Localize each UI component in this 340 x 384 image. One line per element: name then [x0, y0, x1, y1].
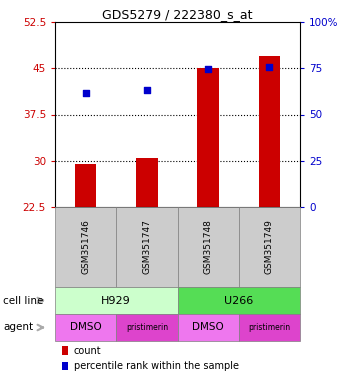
Text: count: count — [73, 346, 101, 356]
Text: DMSO: DMSO — [192, 323, 224, 333]
Text: percentile rank within the sample: percentile rank within the sample — [73, 361, 239, 371]
Text: GSM351749: GSM351749 — [265, 220, 274, 275]
Text: cell line: cell line — [3, 296, 44, 306]
Text: GSM351748: GSM351748 — [204, 220, 212, 275]
Title: GDS5279 / 222380_s_at: GDS5279 / 222380_s_at — [102, 8, 253, 21]
Point — [144, 87, 150, 93]
Text: pristimerin: pristimerin — [126, 323, 168, 332]
Bar — [75, 164, 96, 207]
Text: GSM351747: GSM351747 — [142, 220, 151, 275]
Text: GSM351746: GSM351746 — [81, 220, 90, 275]
Text: pristimerin: pristimerin — [248, 323, 290, 332]
Point — [205, 66, 211, 73]
Point — [83, 90, 88, 96]
Text: agent: agent — [3, 323, 34, 333]
Bar — [136, 158, 158, 207]
Bar — [259, 56, 280, 207]
Bar — [198, 68, 219, 207]
Text: H929: H929 — [101, 296, 131, 306]
Point — [267, 64, 272, 70]
Text: U266: U266 — [224, 296, 253, 306]
Text: DMSO: DMSO — [70, 323, 102, 333]
